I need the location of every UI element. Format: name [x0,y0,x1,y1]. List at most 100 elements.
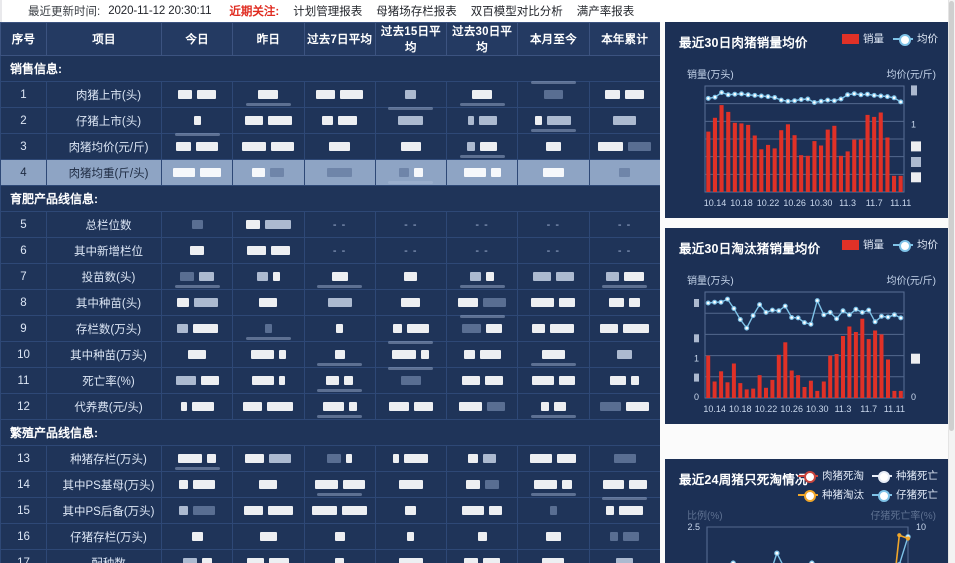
data-cell[interactable] [232,107,305,134]
link-double-hundred-model-comparison[interactable]: 双百模型对比分析 [470,6,563,18]
data-cell[interactable] [303,393,376,420]
data-cell[interactable] [374,523,448,550]
data-cell[interactable] [445,367,519,394]
data-cell[interactable] [588,81,660,108]
data-cell[interactable] [374,263,448,290]
table-row[interactable]: 11 死亡率(%) [0,367,660,394]
data-cell[interactable] [517,523,590,550]
chart2-legend-item-volume[interactable]: 销量 [842,237,884,252]
data-cell[interactable]: - - [517,237,590,264]
data-cell[interactable] [588,159,660,186]
data-cell[interactable]: - - [517,211,590,238]
data-cell[interactable] [517,341,590,368]
table-row[interactable]: 16 仔猪存栏(万头) [0,523,660,550]
data-cell[interactable] [232,367,305,394]
col-header-ytd[interactable]: 本年累计 [588,22,660,56]
link-plan-management-report[interactable]: 计划管理报表 [293,6,363,18]
chart3-legend-item-fattening-death-cull[interactable]: 肉猪死淘 [798,468,864,483]
data-cell[interactable] [232,445,305,472]
data-cell[interactable] [160,315,234,342]
data-cell[interactable] [517,107,590,134]
data-cell[interactable] [303,81,376,108]
table-row[interactable]: 14 其中PS基母(万头) [0,471,660,498]
data-cell[interactable] [160,393,234,420]
data-cell[interactable] [232,471,305,498]
data-cell[interactable]: - - [374,211,448,238]
data-cell[interactable] [232,549,305,563]
metrics-table-panel[interactable]: 序号 项目 今日 昨日 过去7日平均 过去15日平均 过去30日平均 本月至今 … [0,22,660,563]
data-cell[interactable] [160,107,234,134]
data-cell[interactable] [160,497,234,524]
data-cell[interactable] [160,549,234,563]
data-cell[interactable] [232,133,305,160]
data-cell[interactable] [588,289,660,316]
table-row[interactable]: 8 其中种苗(头) [0,289,660,316]
data-cell[interactable] [588,133,660,160]
data-cell[interactable] [374,393,448,420]
col-header-index[interactable]: 序号 [0,22,47,56]
data-cell[interactable] [517,445,590,472]
data-cell[interactable] [160,133,234,160]
data-cell[interactable] [232,341,305,368]
data-cell[interactable] [232,237,305,264]
data-cell[interactable] [445,81,519,108]
data-cell[interactable] [160,159,234,186]
data-cell[interactable] [303,315,376,342]
table-row[interactable]: 2 仔猪上市(头) [0,107,660,134]
data-cell[interactable] [232,263,305,290]
data-cell[interactable] [160,367,234,394]
data-cell[interactable] [445,497,519,524]
data-cell[interactable] [588,393,660,420]
data-cell[interactable] [588,523,660,550]
data-cell[interactable]: - - [303,211,376,238]
chart3-legend-item-breeder-cull[interactable]: 种猪淘汰 [798,487,864,502]
chart2-legend-item-price[interactable]: 均价 [893,237,938,252]
data-cell[interactable] [232,211,305,238]
data-cell[interactable] [445,133,519,160]
chart3-legend-item-piglet-death[interactable]: 仔猪死亡 [872,487,938,502]
data-cell[interactable] [517,133,590,160]
data-cell[interactable] [374,107,448,134]
page-scrollbar-thumb[interactable] [949,1,954,431]
data-cell[interactable] [303,471,376,498]
data-cell[interactable] [303,341,376,368]
data-cell[interactable] [588,341,660,368]
data-cell[interactable]: - - [588,237,660,264]
table-row[interactable]: 13 种猪存栏(万头) [0,445,660,472]
data-cell[interactable] [303,497,376,524]
data-cell[interactable] [588,315,660,342]
data-cell[interactable] [588,263,660,290]
data-cell[interactable] [445,289,519,316]
col-header-mtd[interactable]: 本月至今 [517,22,590,56]
data-cell[interactable] [303,263,376,290]
table-row[interactable]: 9 存栏数(万头) [0,315,660,342]
data-cell[interactable] [445,549,519,563]
col-header-today[interactable]: 今日 [160,22,234,56]
data-cell[interactable] [517,289,590,316]
data-cell[interactable] [374,471,448,498]
data-cell[interactable] [374,159,448,186]
col-header-avg30[interactable]: 过去30日平均 [445,22,519,56]
data-cell[interactable] [517,159,590,186]
col-header-yesterday[interactable]: 昨日 [232,22,305,56]
data-cell[interactable] [374,81,448,108]
data-cell[interactable] [517,393,590,420]
data-cell[interactable] [160,289,234,316]
table-row[interactable]: 15 其中PS后备(万头) [0,497,660,524]
data-cell[interactable] [374,341,448,368]
data-cell[interactable] [232,497,305,524]
data-cell[interactable] [588,107,660,134]
data-cell[interactable] [517,81,590,108]
table-row[interactable]: 6 其中新增栏位 - - - - - - - - - - [0,237,660,264]
data-cell[interactable] [160,523,234,550]
data-cell[interactable] [374,133,448,160]
data-cell[interactable] [445,341,519,368]
table-row[interactable]: 12 代养费(元/头) [0,393,660,420]
col-header-avg7[interactable]: 过去7日平均 [303,22,376,56]
data-cell[interactable] [374,497,448,524]
chart1-legend-item-price[interactable]: 均价 [893,31,938,46]
data-cell[interactable]: - - [303,237,376,264]
data-cell[interactable]: - - [588,211,660,238]
data-cell[interactable] [160,237,234,264]
data-cell[interactable] [374,367,448,394]
